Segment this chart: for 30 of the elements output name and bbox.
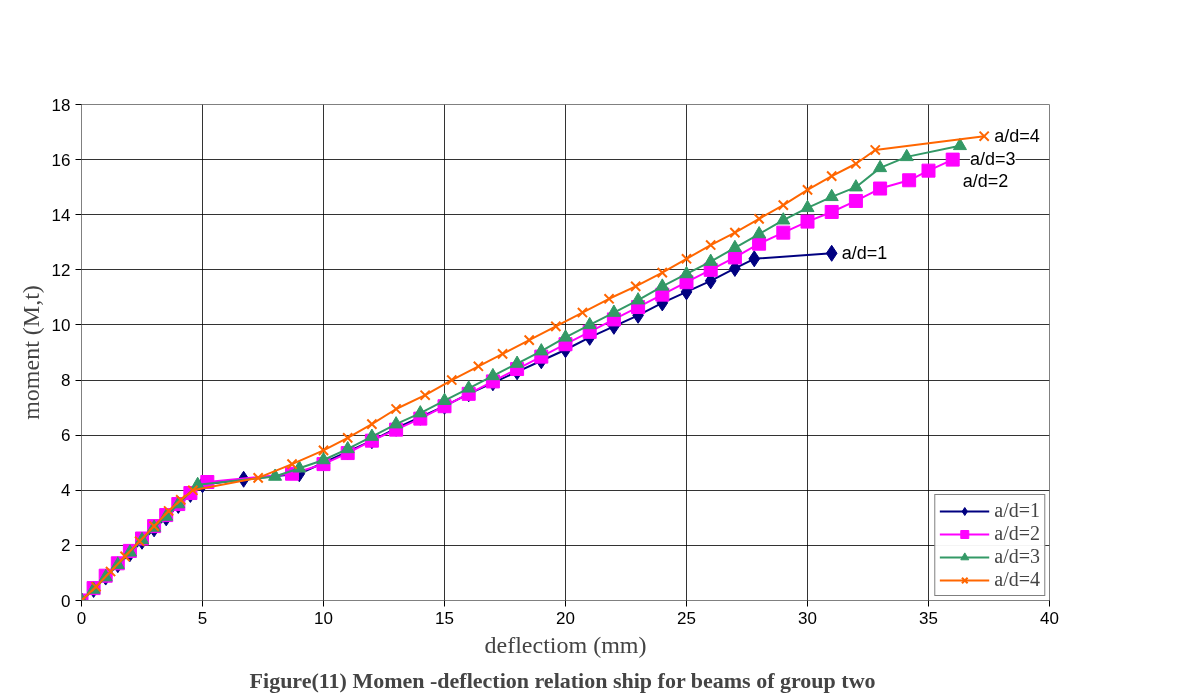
x-tick-label: 35 [919, 608, 938, 628]
y-tick-label: 4 [61, 481, 71, 501]
text: Figure(11) Momen -deflection relation ship for beams of group two [249, 667, 876, 693]
legend-label: a/d=3 [994, 545, 1040, 568]
x-axis-title: deflectiom (mm) [484, 631, 647, 658]
y-tick-label: 16 [51, 150, 71, 170]
annotation: a/d=3 [969, 148, 1016, 169]
x-tick-label: 20 [556, 608, 575, 628]
x-tick-label: 25 [677, 608, 696, 628]
annotation: a/d=1 [841, 243, 888, 264]
y-tick-label: 10 [51, 315, 71, 335]
x-tick-label: 0 [76, 608, 87, 628]
legend-label: a/d=2 [994, 522, 1040, 545]
y-tick-label: 12 [51, 260, 71, 280]
y-tick-label: 18 [51, 95, 71, 115]
x-tick-label: 15 [435, 608, 454, 628]
y-tick-label: 8 [61, 371, 71, 391]
y-tick-label: 6 [61, 426, 71, 446]
x-tick-label: 30 [798, 608, 817, 628]
y-tick-label: 0 [61, 591, 71, 611]
x-tick-label: 5 [197, 608, 208, 628]
y-tick-label: 2 [61, 536, 71, 556]
annotation: a/d=4 [994, 126, 1040, 147]
legend-label: a/d=1 [994, 499, 1040, 522]
legend-label: a/d=4 [994, 568, 1040, 591]
x-tick-label: 10 [314, 608, 333, 628]
annotation: a/d=2 [962, 170, 1009, 191]
x-tick-label: 40 [1040, 608, 1059, 628]
y-tick-label: 14 [51, 205, 71, 225]
y-axis-title: moment (M,t) [17, 285, 44, 420]
